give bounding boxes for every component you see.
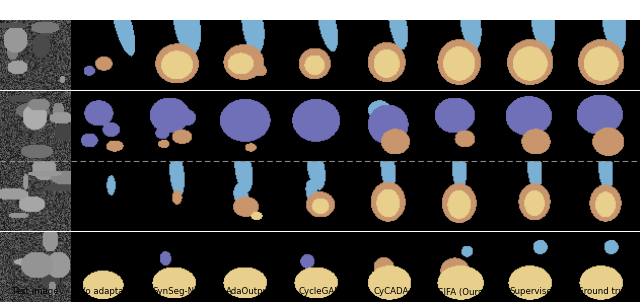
Text: Supervised: Supervised	[509, 288, 557, 297]
Text: Ground truth: Ground truth	[577, 288, 632, 297]
Text: Test image: Test image	[12, 288, 59, 297]
Text: W/o adaptation: W/o adaptation	[74, 288, 140, 297]
Text: SynSeg-Net: SynSeg-Net	[152, 288, 204, 297]
Text: CycleGAN: CycleGAN	[299, 288, 341, 297]
Text: SIFA (Ours): SIFA (Ours)	[438, 288, 486, 297]
Text: CyCADA: CyCADA	[373, 288, 409, 297]
Text: AdaOutput: AdaOutput	[226, 288, 272, 297]
